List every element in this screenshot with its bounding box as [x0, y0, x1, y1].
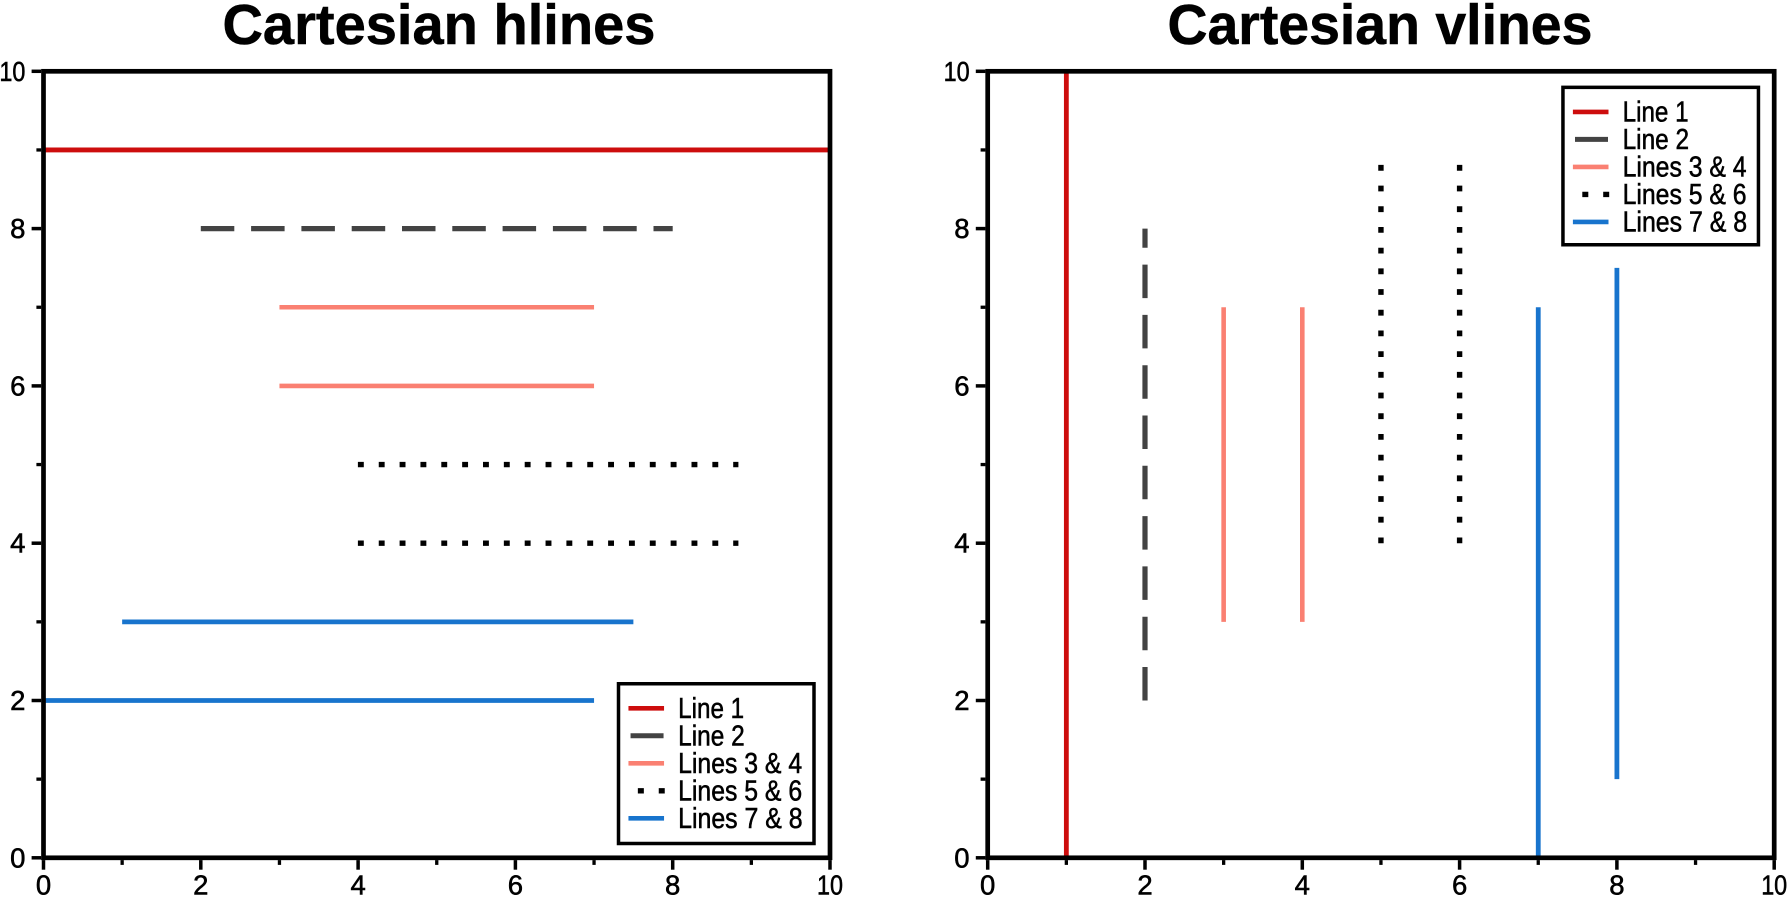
svg-text:Line 2: Line 2	[1623, 124, 1690, 156]
svg-text:0: 0	[954, 842, 969, 873]
svg-text:0: 0	[36, 870, 51, 895]
svg-text:10: 10	[817, 870, 843, 895]
svg-text:2: 2	[954, 685, 969, 716]
svg-text:Lines 5 & 6: Lines 5 & 6	[678, 776, 802, 808]
svg-text:8: 8	[1609, 870, 1624, 895]
svg-text:8: 8	[665, 870, 680, 895]
svg-text:Cartesian vlines: Cartesian vlines	[1167, 0, 1592, 57]
svg-text:Line 1: Line 1	[1623, 97, 1689, 129]
svg-text:4: 4	[350, 870, 365, 895]
svg-text:Lines 3 & 4: Lines 3 & 4	[1623, 152, 1747, 184]
svg-text:Lines 5 & 6: Lines 5 & 6	[1623, 179, 1747, 211]
svg-text:0: 0	[980, 870, 995, 895]
svg-text:Lines 7 & 8: Lines 7 & 8	[1623, 207, 1748, 239]
svg-text:0: 0	[10, 842, 25, 873]
svg-text:6: 6	[508, 870, 523, 895]
svg-text:6: 6	[1452, 870, 1467, 895]
svg-text:Line 1: Line 1	[678, 693, 744, 725]
svg-text:10: 10	[944, 56, 970, 87]
svg-text:Lines 7 & 8: Lines 7 & 8	[678, 803, 803, 835]
svg-text:6: 6	[954, 370, 969, 401]
svg-text:8: 8	[10, 213, 25, 244]
svg-text:Line 2: Line 2	[678, 721, 745, 753]
svg-text:Cartesian hlines: Cartesian hlines	[222, 0, 655, 57]
svg-text:10: 10	[1761, 870, 1787, 895]
svg-text:2: 2	[10, 685, 25, 716]
svg-text:8: 8	[954, 213, 969, 244]
svg-text:4: 4	[1295, 870, 1310, 895]
svg-text:2: 2	[1137, 870, 1152, 895]
svg-text:6: 6	[10, 370, 25, 401]
svg-text:10: 10	[0, 56, 25, 87]
svg-text:4: 4	[954, 528, 969, 559]
svg-text:2: 2	[193, 870, 208, 895]
svg-text:Lines 3 & 4: Lines 3 & 4	[678, 748, 802, 780]
svg-text:4: 4	[10, 528, 25, 559]
